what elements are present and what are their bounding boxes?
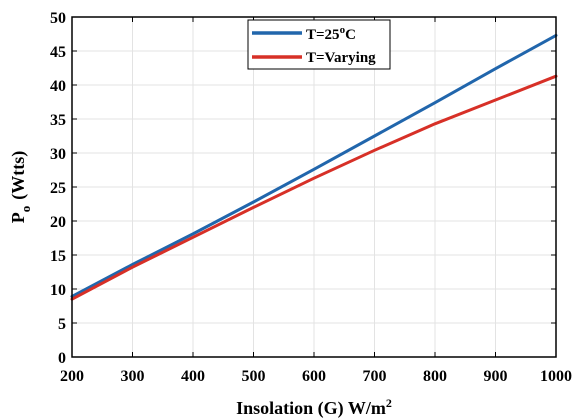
- legend-label-series-2-main: T=Varying: [306, 50, 376, 66]
- x-tick-label: 1000: [540, 368, 572, 385]
- legend-label-series-1-sup: o: [340, 24, 346, 36]
- y-tick-label: 30: [50, 146, 66, 163]
- legend-label-series-1-suffix: C: [345, 27, 356, 43]
- y-axis-label-suffix: (Wtts): [8, 151, 29, 200]
- y-axis-label-sub: o: [18, 206, 33, 213]
- y-tick-label: 25: [50, 180, 66, 197]
- ticks: [71, 16, 557, 358]
- x-tick-label: 300: [121, 368, 145, 385]
- tick-labels: 200 300 400 500 600 700 800 900 1000 0 5 10 15 20 25 30…: [50, 10, 572, 385]
- x-tick-label: 900: [484, 368, 508, 385]
- y-tick-label: 45: [50, 44, 66, 61]
- y-tick-label: 40: [50, 78, 66, 95]
- y-tick-label: 15: [50, 248, 66, 265]
- legend-label-series-1-main: T=25: [306, 27, 340, 43]
- y-tick-label: 0: [58, 350, 66, 367]
- y-tick-label: 35: [50, 112, 66, 129]
- x-tick-label: 500: [242, 368, 266, 385]
- y-tick-label: 50: [50, 10, 66, 27]
- y-tick-label: 5: [58, 316, 66, 333]
- legend-label-series-1: T=25oC: [306, 24, 356, 43]
- y-axis-label: Po (Wtts): [8, 151, 33, 223]
- x-tick-label: 600: [302, 368, 326, 385]
- x-tick-label: 800: [423, 368, 447, 385]
- x-axis-label: Insolation (G) W/m2: [236, 396, 392, 419]
- x-tick-label: 200: [60, 368, 84, 385]
- series-group: [70, 33, 558, 301]
- y-tick-label: 20: [50, 214, 66, 231]
- legend-label-series-2: T=Varying: [306, 50, 376, 66]
- series-line-2: [70, 74, 558, 301]
- x-axis-label-sup: 2: [386, 396, 392, 410]
- x-tick-label: 400: [181, 368, 205, 385]
- series-line-1: [70, 33, 558, 298]
- x-axis-label-main: Insolation (G) W/m: [236, 398, 386, 419]
- x-tick-label: 700: [363, 368, 387, 385]
- legend-box: [247, 19, 391, 70]
- grid: [71, 16, 557, 358]
- y-axis-label-main: P: [8, 212, 28, 223]
- legend: T=25oC T=Varying: [247, 19, 391, 70]
- y-tick-label: 10: [50, 282, 66, 299]
